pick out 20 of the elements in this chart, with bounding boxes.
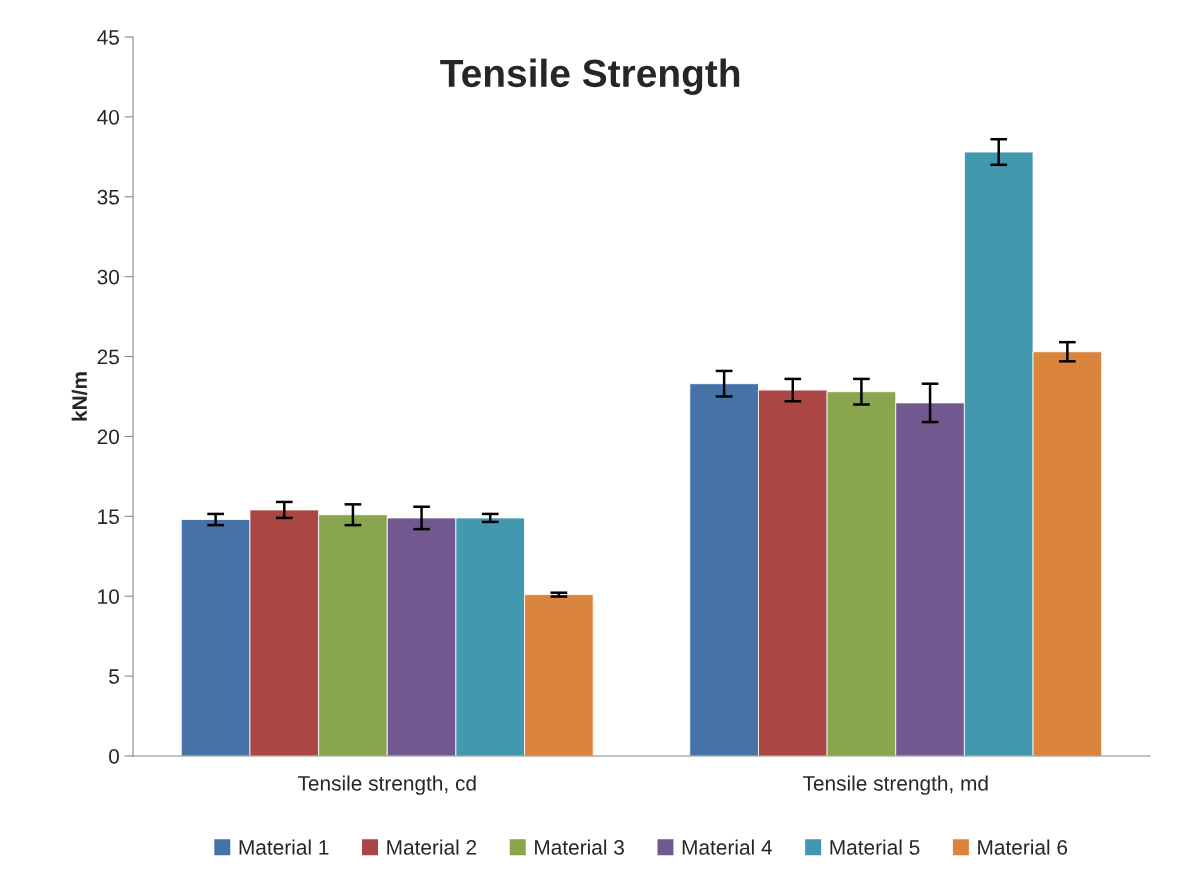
y-axis-title: kN/m <box>71 372 88 421</box>
legend-label: Material 3 <box>535 839 624 855</box>
x-tick-label: Tensile strength, md <box>803 775 988 795</box>
y-tick-label: 35 <box>97 189 119 205</box>
y-tick-label: 40 <box>97 109 119 125</box>
y-tick-label: 10 <box>98 589 119 604</box>
y-tick-label: 45 <box>97 30 119 45</box>
y-tick-label: 20 <box>97 429 119 445</box>
text: Tensile Strength <box>440 58 740 95</box>
legend-label: Material 6 <box>978 839 1068 855</box>
x-tick-label: Tensile strength, cd <box>297 775 476 795</box>
legend-label: Material 2 <box>387 839 477 855</box>
y-tick-label: 30 <box>97 269 119 285</box>
legend-label: Material 5 <box>830 839 920 855</box>
y-tick-label: 0 <box>109 749 119 764</box>
legend-label: Material 1 <box>239 839 329 855</box>
y-tick-label: 5 <box>109 669 119 684</box>
y-tick-label: 15 <box>98 509 119 525</box>
y-tick-label: 25 <box>97 349 119 365</box>
legend-label: Material 4 <box>682 839 772 855</box>
